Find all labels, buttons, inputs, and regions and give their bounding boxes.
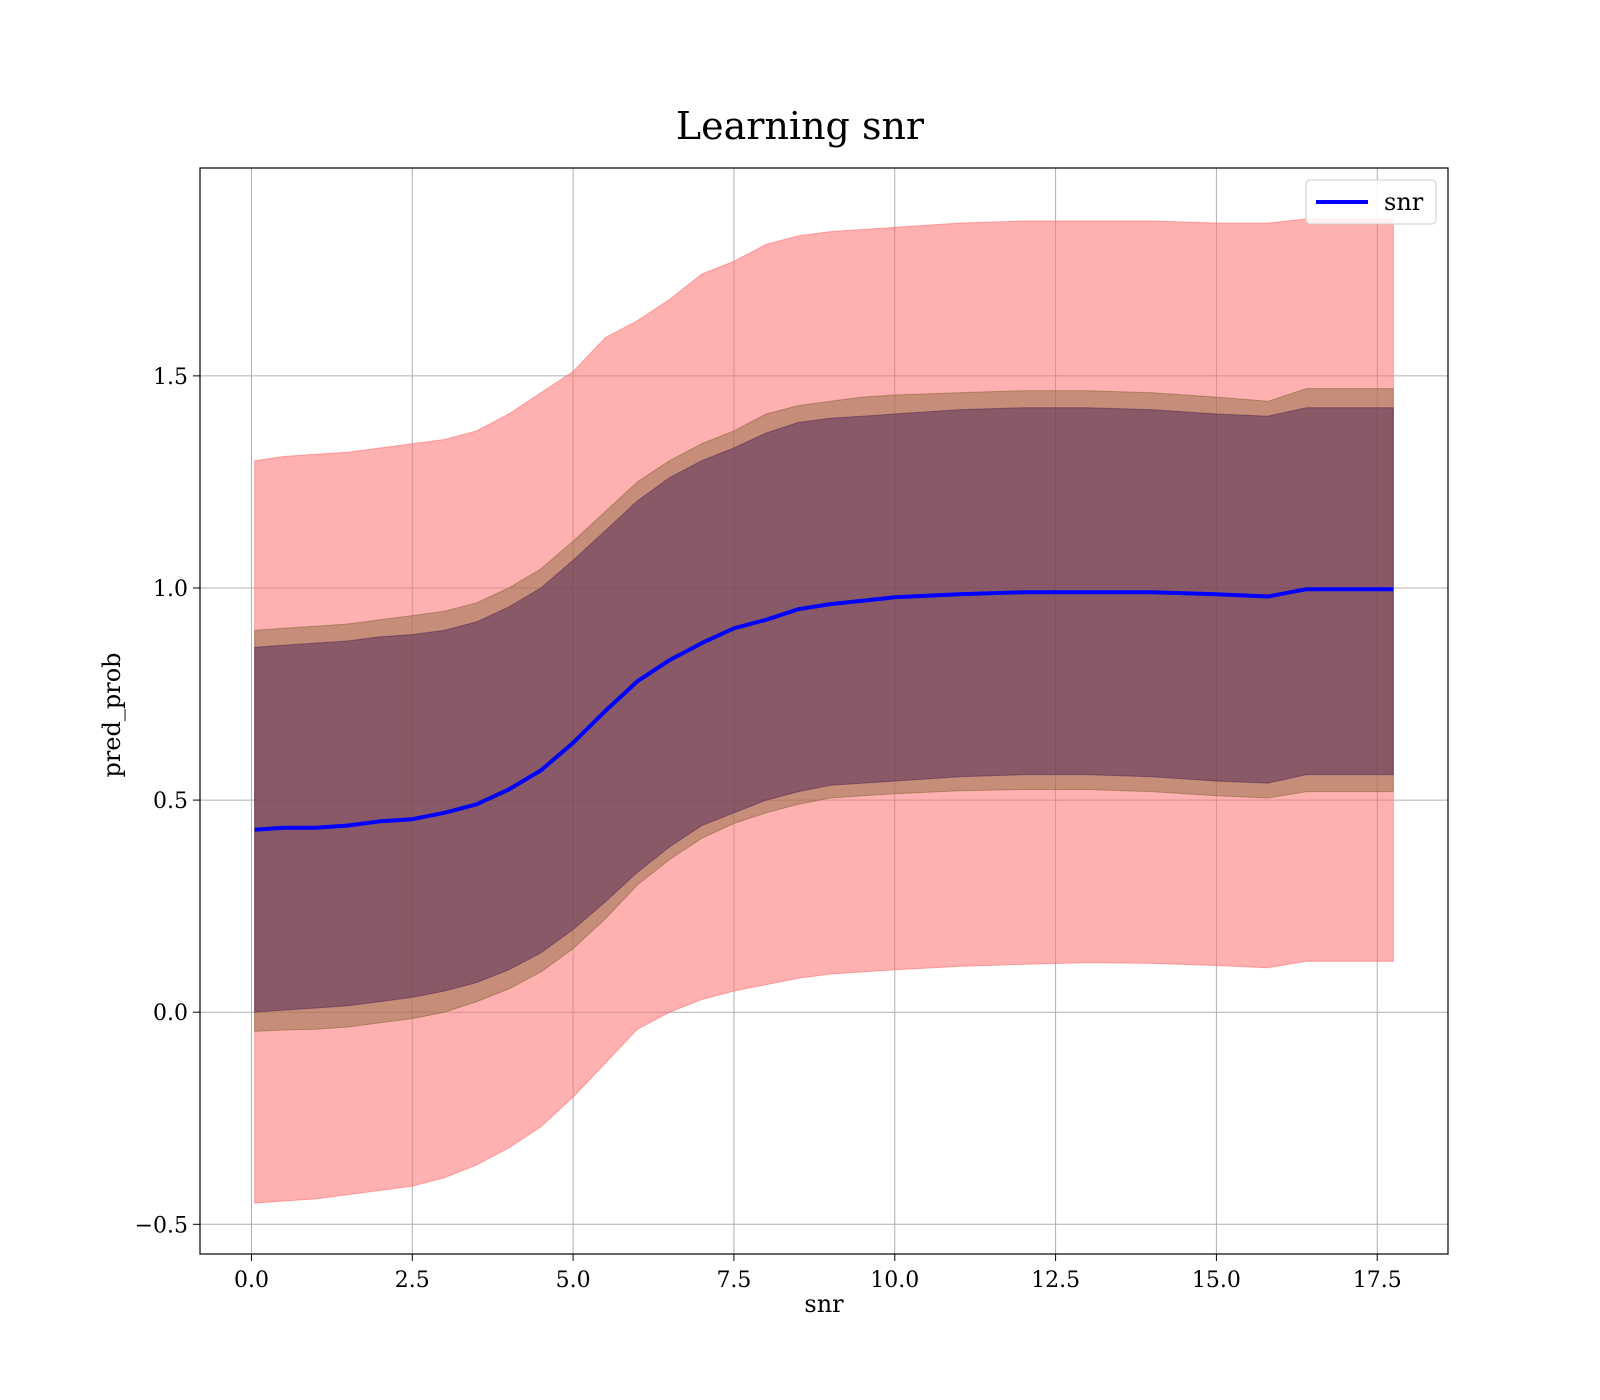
x-tick-label: 12.5 [1031, 1268, 1080, 1293]
y-tick-label: 0.0 [153, 1001, 188, 1026]
legend-label: snr [1384, 188, 1424, 216]
x-axis-label: snr [804, 1290, 844, 1318]
legend-box [1305, 179, 1437, 225]
chart-title: Learning snr [675, 104, 925, 148]
bands-layer [254, 218, 1394, 1204]
series-layer [254, 587, 1394, 832]
series-line-snr [254, 587, 1394, 832]
x-tick-label: 17.5 [1353, 1268, 1402, 1293]
y-tick-label: 1.0 [153, 577, 188, 602]
x-tick-label: 0.0 [234, 1268, 269, 1293]
y-tick-label: 0.5 [153, 789, 188, 814]
x-tick-label: 5.0 [556, 1268, 591, 1293]
plot-frame [199, 167, 1449, 1255]
ticks-layer: 0.0 2.5 5.0 7.5 10.0 12.5 15.0 17.5 −0.5 0.0 0.5 1.… [135, 365, 1402, 1293]
x-tick-label: 10.0 [870, 1268, 919, 1293]
confidence-band-2 [254, 407, 1394, 1013]
x-tick-label: 2.5 [395, 1268, 430, 1293]
y-tick-label: 1.5 [153, 365, 188, 390]
legend: snr [1305, 179, 1437, 225]
x-tick-label: 7.5 [716, 1268, 751, 1293]
y-tick-label: −0.5 [135, 1213, 188, 1238]
x-tick-label: 15.0 [1192, 1268, 1241, 1293]
